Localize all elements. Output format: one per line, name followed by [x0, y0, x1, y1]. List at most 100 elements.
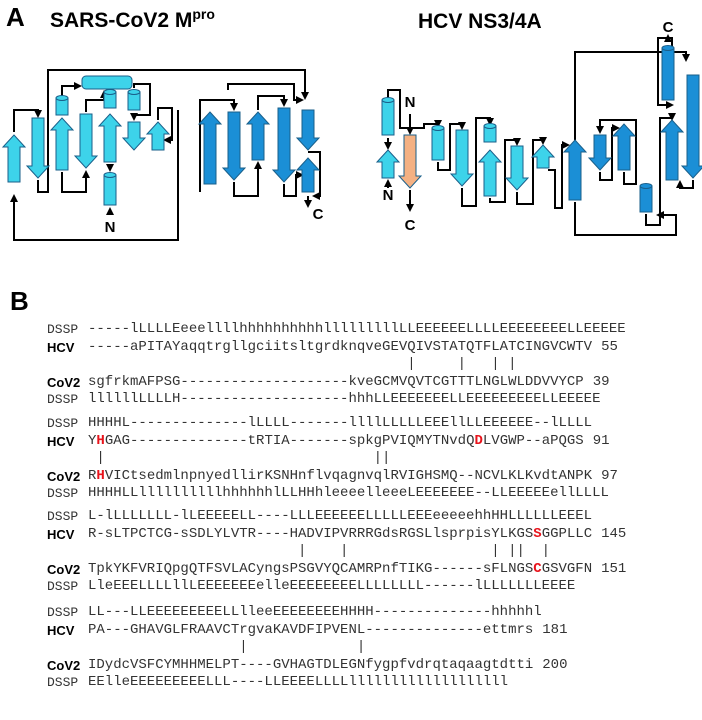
terminus-label: C	[405, 217, 416, 234]
connector	[308, 151, 321, 200]
residue-number: 181	[542, 621, 568, 638]
residue-number: 39	[592, 373, 610, 390]
connector	[437, 122, 466, 171]
beta-strand	[97, 113, 123, 163]
beta-strand	[245, 111, 271, 161]
connector	[157, 107, 173, 144]
connector	[645, 113, 676, 226]
sequence: llllllLLLLH--------------------hhhLLEEEE…	[88, 391, 600, 408]
panel-label: B	[10, 286, 29, 316]
beta-strand	[449, 129, 475, 187]
sequence-segment: PA---GHAVGLFRAAVCTrgvaKAVDFIPVENL-------…	[88, 621, 534, 638]
match-line: | |	[88, 639, 366, 655]
row-label: DSSP	[47, 392, 79, 407]
helix	[431, 127, 445, 161]
panel-label: A	[6, 2, 25, 32]
sequence: IDydcVSFCYMHHMELPT----GVHAGTDLEGNfygpfvd…	[88, 657, 568, 674]
helix-cap	[103, 172, 117, 178]
sequence: L-lLLLLLLL-lLEEEEELL----LLLEEEEEELLLLLEE…	[88, 508, 592, 525]
beta-strand	[1, 134, 27, 183]
sequence-segment: Y	[88, 432, 97, 449]
beta-strand	[295, 109, 321, 151]
connector	[596, 119, 637, 185]
beta-strand	[587, 134, 613, 171]
connector	[657, 37, 674, 109]
residue-number: 151	[601, 560, 627, 577]
sequence-segment: HHHHL--------------lLLLL-------llllLLLLL…	[88, 415, 593, 431]
row-label: DSSP	[47, 675, 79, 690]
sequence-segment: L-lLLLLLLL-lLEEEEELL----LLLEEEEEELLLLLEE…	[88, 508, 593, 524]
sequence-segment: H	[96, 467, 105, 484]
connector	[676, 180, 694, 189]
connector	[233, 161, 262, 197]
sequence-segment: C	[533, 560, 542, 577]
connector	[61, 170, 90, 193]
row-label: DSSP	[47, 486, 79, 501]
sequence: sgfrkmAFPSG--------------------kveGCMVQV…	[88, 374, 610, 391]
title-superscript: pro	[192, 6, 215, 22]
row-label: DSSP	[47, 509, 79, 524]
connector	[489, 138, 521, 203]
helix	[103, 174, 117, 206]
sequence-segment: -----lLLLLEeeellllhhhhhhhhhhlllllllllLLE…	[88, 321, 626, 337]
sequence: YHGAG--------------tRTIA-------spkgPVIQM…	[88, 433, 610, 450]
helix-cap	[639, 183, 653, 189]
beta-strand	[121, 121, 147, 151]
row-label: HCV	[47, 433, 75, 449]
connector	[516, 137, 547, 205]
connector	[85, 90, 108, 112]
row-label: DSSP	[47, 579, 79, 594]
residue-number: 55	[601, 338, 618, 355]
connector	[257, 95, 288, 110]
sequence-segment: LleEEELLLLllLEEEEEEEelleEEEEEEEELLLLLLLL…	[88, 578, 576, 594]
sequence: HHHHLLllllllllllhhhhhhlLLHHhleeeelleeeLE…	[88, 485, 609, 502]
beta-strand	[145, 121, 171, 151]
sequence-segment: R	[88, 467, 97, 484]
beta-strand	[530, 144, 556, 169]
terminus-label: N	[405, 94, 416, 111]
residue-number: 145	[601, 525, 627, 542]
helix-cap	[381, 97, 395, 103]
row-label: HCV	[47, 622, 75, 638]
connector	[461, 117, 494, 207]
residue-number: 200	[542, 656, 568, 673]
helix-cap	[431, 125, 445, 131]
connector	[13, 109, 42, 132]
row-label: CoV2	[47, 561, 81, 577]
beta-strand	[611, 123, 637, 171]
beta-strand	[375, 149, 401, 179]
connector	[574, 202, 677, 236]
helix	[639, 185, 653, 213]
beta-strand	[659, 119, 685, 181]
connector	[574, 51, 690, 140]
title-text: SARS-CoV2 M	[50, 9, 193, 32]
beta-strand	[397, 134, 423, 189]
sequence-segment: GAG--------------tRTIA-------spkgPVIQMYT…	[104, 432, 475, 449]
row-label: DSSP	[47, 416, 79, 431]
residue-number: 91	[592, 432, 610, 449]
sequence: RHVICtsedmlnpnyedllirKSNHnflvqagnvqlRVIG…	[88, 468, 618, 485]
beta-strand	[197, 111, 223, 185]
sequence-segment: LL---LLEEEEEEEEELLlleeEEEEEEEEHHHH------…	[88, 604, 542, 620]
sequence-segment: LVGWP--aPQGS	[482, 432, 584, 449]
sequence-segment: IDydcVSFCYMHHMELPT----GVHAGTDLEGNfygpfvd…	[88, 656, 534, 673]
sequence: -----aPITAYaqqtrgllgciitsltgrdknqveGEVQI…	[88, 339, 618, 356]
row-label: HCV	[47, 526, 75, 542]
sequence-segment: H	[96, 432, 105, 449]
beta-strand	[73, 113, 99, 169]
beta-strand	[477, 149, 503, 197]
sequence: R-sLTPCTCG-sSDLYLVTR----HADVIPVRRRGdsRGS…	[88, 526, 626, 543]
sequence-segment: -----aPITAYaqqtrgllgciitsltgrdknqveGEVQI…	[88, 338, 593, 355]
sequence: -----lLLLLEeeellllhhhhhhhhhhlllllllllLLE…	[88, 321, 626, 338]
connector	[37, 69, 309, 193]
sequence-segment: S	[533, 525, 542, 542]
match-line: | ||	[88, 450, 391, 466]
helix-cap	[55, 95, 69, 101]
helix-cap	[103, 89, 117, 95]
match-line: | | | || |	[88, 543, 551, 559]
row-label: CoV2	[47, 657, 81, 673]
sequence-segment: GGPLLC	[541, 525, 593, 542]
sequence-segment: R-sLTPCTCG-sSDLYLVTR----HADVIPVRRRGdsRGS…	[88, 525, 534, 542]
